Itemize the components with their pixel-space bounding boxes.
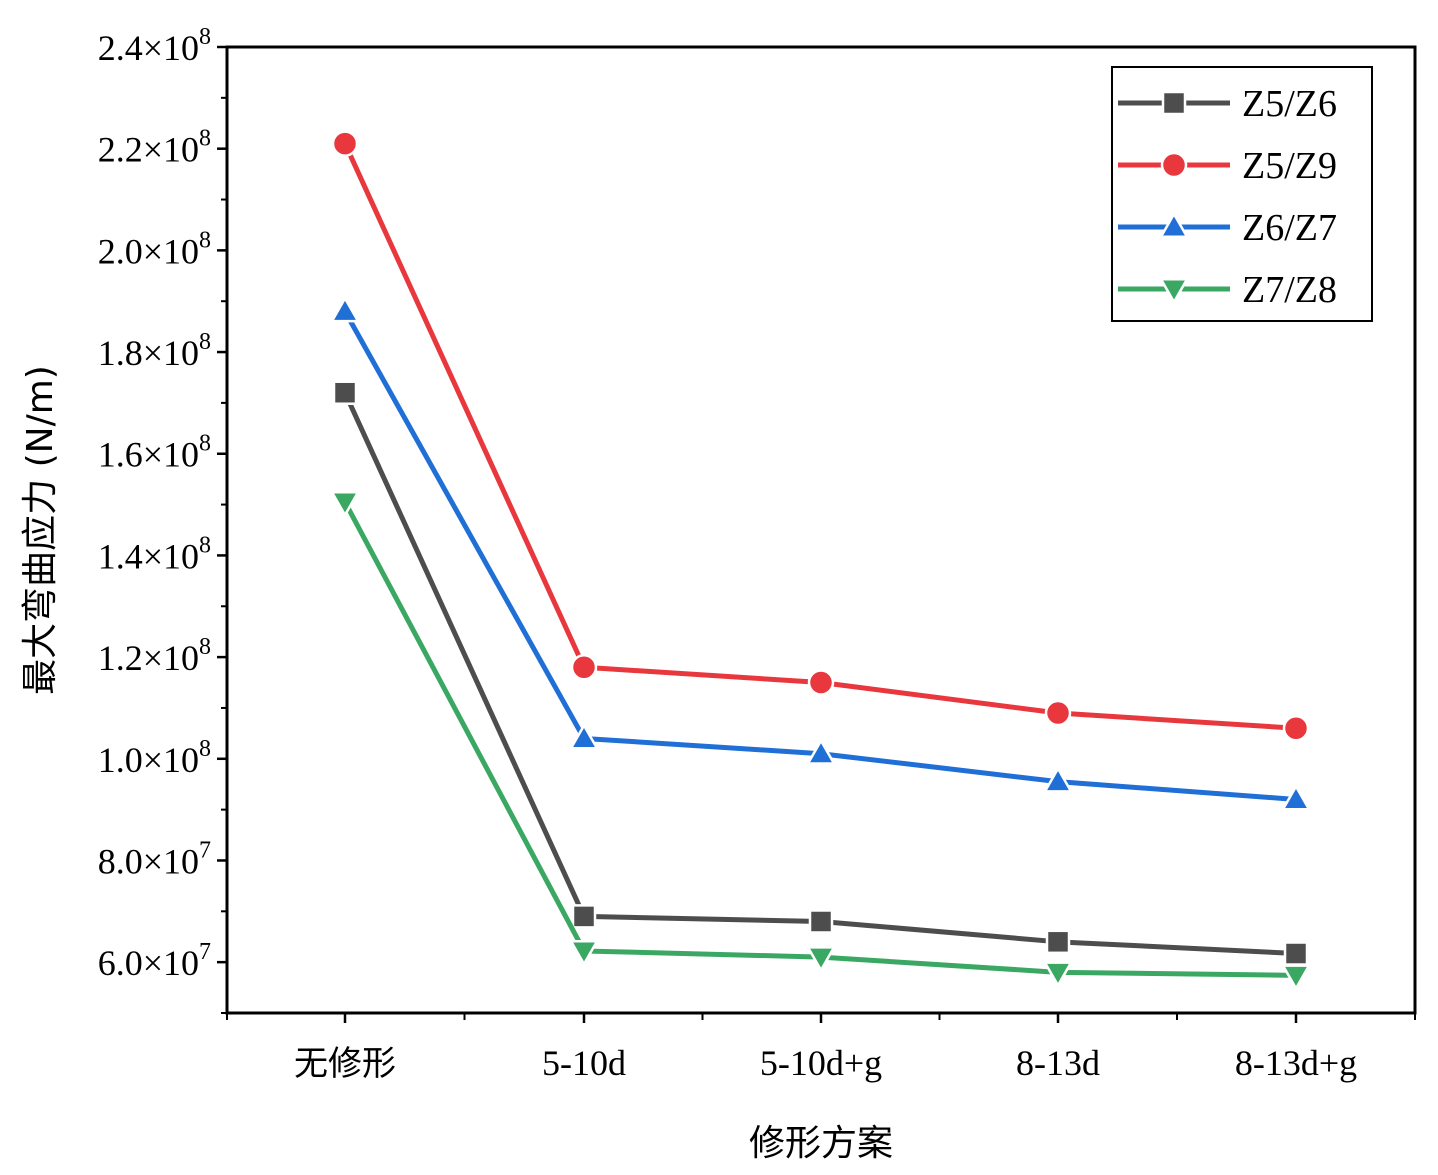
data-point (332, 380, 358, 405)
series-line (342, 500, 1297, 978)
x-tick-label: 5-10d+g (760, 1043, 882, 1083)
legend-label: Z6/Z7 (1242, 207, 1337, 249)
x-axis-title: 修形方案 (749, 1123, 893, 1164)
x-axis: 无修形 5-10d 5-10d+g 8-13d 8-13d+g (226, 1013, 1416, 1084)
legend-label: Z5/Z6 (1242, 83, 1337, 125)
legend-marker (1158, 211, 1190, 238)
series-z5-z9 (331, 130, 1310, 742)
y-axis: 6.0×107 8.0×107 1.0×108 1.2×108 1.4×108 1.6×1… (98, 24, 227, 1014)
legend-marker (1160, 151, 1188, 179)
data-point (805, 738, 837, 765)
data-point (1045, 929, 1071, 955)
series-z6-z7 (329, 295, 1312, 811)
legend-marker (1158, 278, 1190, 305)
legend-label: Z5/Z9 (1242, 145, 1337, 187)
y-tick-label: 1.2×108 (98, 634, 211, 678)
series-line (342, 310, 1297, 802)
series-layer (329, 130, 1312, 991)
data-point (568, 722, 600, 750)
y-tick-label: 1.8×108 (98, 329, 211, 373)
x-tick-label: 5-10d (542, 1043, 626, 1083)
legend: Z5/Z6 Z5/Z9 Z6/Z7 Z7/Z8 (1111, 66, 1373, 322)
data-point (1282, 715, 1310, 742)
data-point (329, 295, 361, 323)
legend-item: Z6/Z7 (1118, 207, 1337, 249)
data-point (329, 491, 361, 518)
legend-label: Z7/Z8 (1242, 269, 1337, 311)
legend-item: Z7/Z8 (1118, 269, 1337, 311)
data-point (805, 946, 837, 973)
data-point (807, 669, 835, 696)
data-point (1283, 941, 1309, 966)
legend-box (1111, 66, 1373, 322)
y-tick-label: 2.2×108 (98, 126, 211, 170)
y-tick-label: 8.0×107 (98, 837, 211, 881)
data-point (571, 904, 597, 929)
data-point (570, 654, 598, 681)
y-tick-label: 6.0×107 (98, 939, 211, 983)
data-point (1044, 699, 1072, 727)
y-axis-title: 最大弯曲应力 (N/m) (20, 365, 61, 695)
y-tick-label: 2.4×108 (98, 24, 211, 68)
y-tick-label: 1.4×108 (98, 532, 211, 576)
data-point (1042, 766, 1074, 793)
data-point (808, 909, 834, 934)
x-tick-label: 8-13d (1016, 1043, 1100, 1083)
x-tick-label: 无修形 (294, 1044, 396, 1084)
data-point (568, 939, 600, 967)
legend-item: Z5/Z6 (1118, 83, 1337, 125)
legend-marker (1161, 90, 1187, 116)
x-tick-label: 8-13d+g (1235, 1043, 1357, 1083)
series-z5-z6 (332, 380, 1309, 966)
data-point (1280, 964, 1312, 991)
data-point (1280, 783, 1312, 811)
y-tick-label: 1.6×108 (98, 431, 211, 475)
data-point (331, 130, 359, 157)
series-z7-z8 (329, 491, 1312, 991)
data-point (1042, 961, 1074, 988)
y-tick-label: 2.0×108 (98, 227, 211, 271)
legend-item: Z5/Z9 (1118, 145, 1337, 187)
y-tick-label: 1.0×108 (98, 736, 211, 780)
